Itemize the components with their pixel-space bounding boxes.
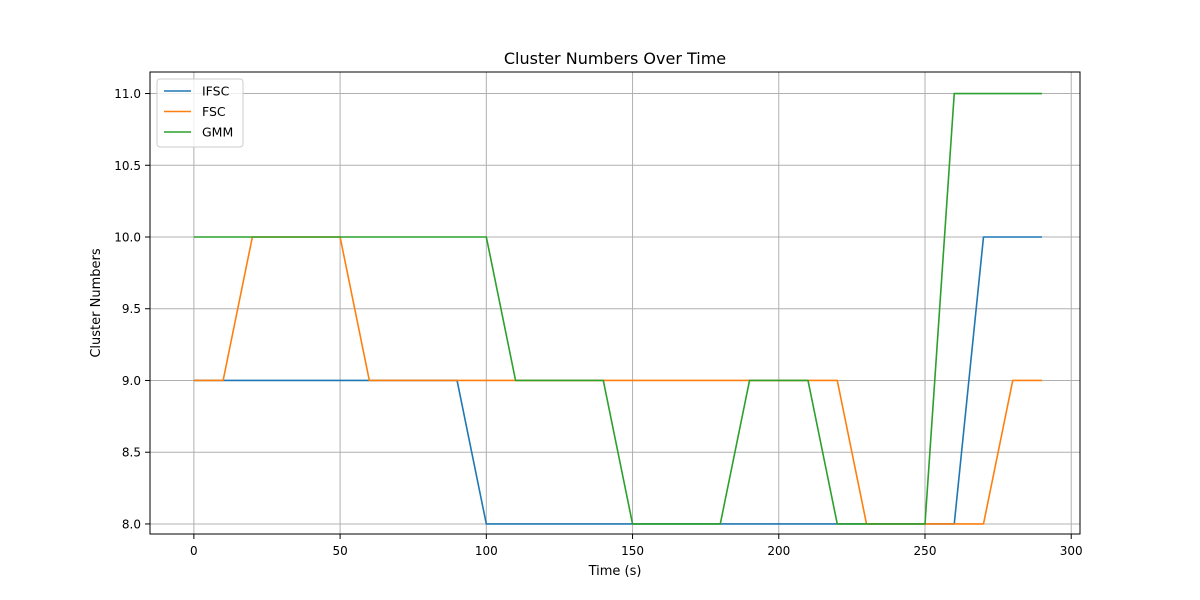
legend-label-ifsc: IFSC (202, 84, 230, 99)
y-tick-label: 10.0 (114, 231, 141, 245)
legend-label-gmm: GMM (202, 125, 233, 140)
x-tick-label: 150 (621, 544, 644, 558)
x-tick-label: 200 (767, 544, 790, 558)
y-tick-label: 11.0 (114, 87, 141, 101)
y-tick-label: 10.5 (114, 159, 141, 173)
y-axis-label: Cluster Numbers (89, 248, 104, 357)
x-tick-label: 50 (332, 544, 347, 558)
y-axis-ticks: 8.0 8.5 9.0 9.5 10.0 10.5 11.0 (114, 87, 150, 531)
x-tick-label: 100 (475, 544, 498, 558)
x-tick-label: 250 (914, 544, 937, 558)
chart-title: Cluster Numbers Over Time (504, 49, 726, 68)
plot-frame (149, 71, 1081, 535)
legend: IFSC FSC GMM (156, 78, 244, 148)
y-tick-label: 9.0 (122, 374, 141, 388)
y-tick-label: 8.5 (122, 446, 141, 460)
y-tick-label: 8.0 (122, 517, 141, 531)
series-line-gmm (193, 92, 1042, 525)
x-axis-label: Time (s) (588, 564, 642, 579)
x-tick-label: 0 (190, 544, 198, 558)
x-tick-label: 300 (1060, 544, 1083, 558)
y-tick-label: 9.5 (122, 302, 141, 316)
legend-label-fsc: FSC (202, 104, 226, 119)
x-axis-ticks: 0 50 100 150 200 250 300 (190, 534, 1083, 558)
series-lines (193, 92, 1042, 525)
legend-box (156, 78, 244, 148)
